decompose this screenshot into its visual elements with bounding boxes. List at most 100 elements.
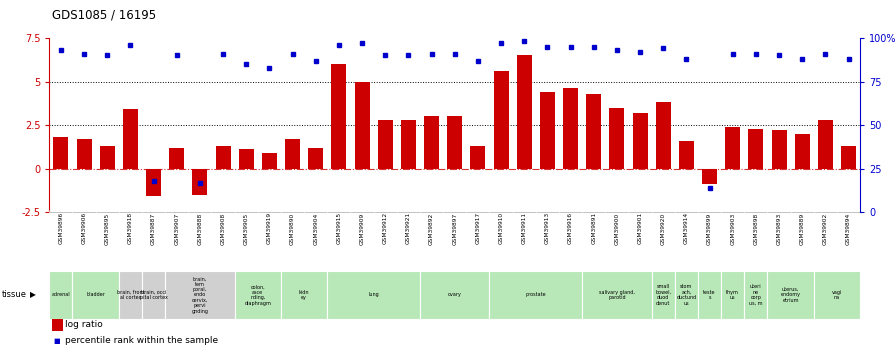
Bar — [281, 271, 327, 319]
Bar — [238, 149, 254, 169]
Text: GSM39901: GSM39901 — [638, 212, 642, 244]
Bar — [748, 129, 763, 169]
Bar — [489, 271, 582, 319]
Text: GSM39910: GSM39910 — [498, 212, 504, 244]
Bar — [818, 120, 833, 169]
Text: GSM39914: GSM39914 — [684, 212, 689, 244]
Text: kidn
ey: kidn ey — [299, 290, 309, 300]
Text: GSM39896: GSM39896 — [58, 212, 64, 244]
Bar — [119, 271, 142, 319]
Bar — [698, 271, 721, 319]
Bar — [424, 116, 439, 169]
Text: GSM39893: GSM39893 — [777, 212, 781, 245]
Text: adrenal: adrenal — [52, 293, 70, 297]
Text: GSM39909: GSM39909 — [359, 212, 365, 245]
Bar — [447, 116, 462, 169]
Text: GSM39895: GSM39895 — [105, 212, 109, 245]
Bar — [768, 271, 814, 319]
Text: GSM39890: GSM39890 — [290, 212, 295, 245]
Text: teste
s: teste s — [703, 290, 716, 300]
Text: GSM39889: GSM39889 — [800, 212, 805, 245]
Text: GSM39917: GSM39917 — [476, 212, 480, 244]
Bar — [169, 148, 185, 169]
Bar — [401, 120, 416, 169]
Text: GSM39888: GSM39888 — [197, 212, 202, 245]
Bar — [725, 127, 740, 169]
Text: vagi
na: vagi na — [831, 290, 842, 300]
Bar — [609, 108, 625, 169]
Text: GSM39899: GSM39899 — [707, 212, 712, 245]
Text: GSM39906: GSM39906 — [82, 212, 87, 244]
Bar — [165, 271, 235, 319]
Bar — [193, 169, 207, 195]
Text: GSM39908: GSM39908 — [220, 212, 226, 245]
Text: brain, front
al cortex: brain, front al cortex — [116, 290, 144, 300]
Bar — [814, 271, 860, 319]
Text: GSM39898: GSM39898 — [754, 212, 758, 245]
Text: GSM39911: GSM39911 — [521, 212, 527, 244]
Text: colon,
asce
nding,
diaphragm: colon, asce nding, diaphragm — [245, 284, 271, 306]
Text: prostate: prostate — [525, 293, 547, 297]
Text: GSM39913: GSM39913 — [545, 212, 550, 244]
Bar — [675, 271, 698, 319]
Text: ▶: ▶ — [30, 290, 37, 299]
Text: brain,
tem
poral,
endo
cervix,
pervi
gnding: brain, tem poral, endo cervix, pervi gnd… — [192, 276, 209, 314]
Text: percentile rank within the sample: percentile rank within the sample — [65, 336, 219, 345]
Text: GSM39903: GSM39903 — [730, 212, 736, 245]
Text: GSM39892: GSM39892 — [429, 212, 434, 245]
Bar — [795, 134, 810, 169]
Bar — [679, 141, 694, 169]
Bar — [235, 271, 281, 319]
Bar — [54, 137, 68, 169]
Text: GSM39921: GSM39921 — [406, 212, 411, 244]
Bar — [841, 146, 856, 169]
Bar — [285, 139, 300, 169]
Bar — [540, 92, 555, 169]
Text: GSM39916: GSM39916 — [568, 212, 573, 244]
Bar — [470, 146, 486, 169]
Text: GSM39919: GSM39919 — [267, 212, 271, 244]
Bar — [308, 148, 323, 169]
Text: GSM39907: GSM39907 — [174, 212, 179, 245]
Text: log ratio: log ratio — [65, 321, 103, 329]
Bar — [332, 64, 347, 169]
Bar — [745, 271, 768, 319]
Bar — [262, 153, 277, 169]
Text: GSM39894: GSM39894 — [846, 212, 851, 245]
Bar — [327, 271, 420, 319]
Text: GSM39915: GSM39915 — [336, 212, 341, 244]
Text: uteri
ne
corp
us, m: uteri ne corp us, m — [749, 284, 762, 306]
Text: lung: lung — [368, 293, 379, 297]
Bar — [563, 88, 578, 169]
Text: GSM39900: GSM39900 — [615, 212, 619, 245]
Bar — [771, 130, 787, 169]
Text: GSM39891: GSM39891 — [591, 212, 596, 244]
Text: GSM39918: GSM39918 — [128, 212, 133, 244]
Bar — [99, 146, 115, 169]
Text: brain, occi
pital cortex: brain, occi pital cortex — [140, 290, 168, 300]
Bar — [582, 271, 651, 319]
Bar — [49, 271, 73, 319]
Text: tissue: tissue — [2, 290, 27, 299]
Bar — [517, 55, 531, 169]
Bar — [216, 146, 230, 169]
Text: salivary gland,
parotid: salivary gland, parotid — [599, 290, 635, 300]
Text: ovary: ovary — [448, 293, 461, 297]
Text: GSM39904: GSM39904 — [314, 212, 318, 245]
Text: stom
ach,
ductund
us: stom ach, ductund us — [676, 284, 696, 306]
Bar — [76, 139, 91, 169]
Bar — [123, 109, 138, 169]
Text: GSM39920: GSM39920 — [660, 212, 666, 245]
Bar — [146, 169, 161, 197]
Bar — [378, 120, 392, 169]
Bar — [355, 81, 369, 169]
Bar — [73, 271, 119, 319]
Bar — [494, 71, 509, 169]
Bar — [651, 271, 675, 319]
Bar — [656, 102, 671, 169]
Text: GDS1085 / 16195: GDS1085 / 16195 — [52, 9, 156, 22]
Text: uterus,
endomy
etrium: uterus, endomy etrium — [780, 287, 801, 303]
Text: GSM39905: GSM39905 — [244, 212, 249, 245]
Bar — [721, 271, 745, 319]
Text: GSM39887: GSM39887 — [151, 212, 156, 245]
